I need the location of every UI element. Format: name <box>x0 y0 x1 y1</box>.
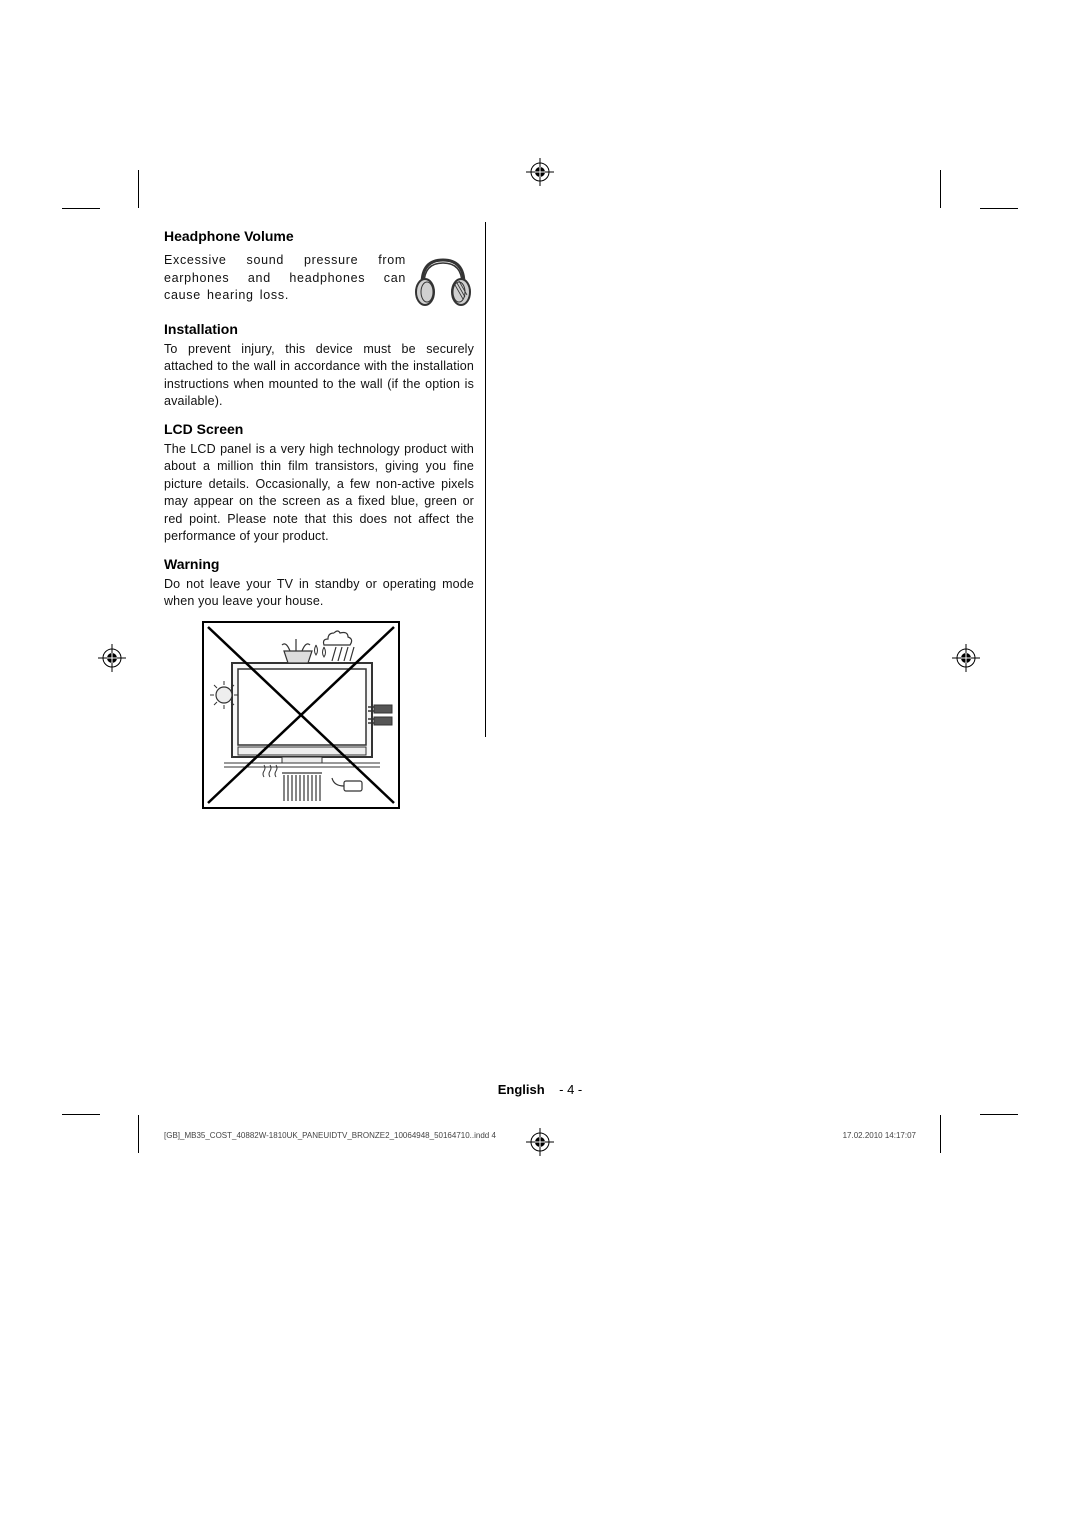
column-divider <box>485 222 486 737</box>
crop-mark <box>940 170 941 208</box>
registration-mark-icon <box>952 644 980 672</box>
crop-mark <box>980 1114 1018 1115</box>
headphone-block: Excessive sound pressure from earphones … <box>164 248 474 315</box>
body-warning: Do not leave your TV in standby or opera… <box>164 576 474 611</box>
crop-mark <box>62 208 100 209</box>
registration-mark-icon <box>526 1128 554 1156</box>
registration-mark-icon <box>526 158 554 186</box>
document-page: Headphone Volume Excessive sound pressur… <box>0 0 1080 1528</box>
footer-page-number: - 4 - <box>559 1082 582 1097</box>
heading-warning: Warning <box>164 556 474 572</box>
body-installation: To prevent injury, this device must be s… <box>164 341 474 411</box>
registration-mark-icon <box>98 644 126 672</box>
heading-lcd: LCD Screen <box>164 421 474 437</box>
heading-installation: Installation <box>164 321 474 337</box>
headphones-icon <box>412 250 474 312</box>
footer-page: English - 4 - <box>0 1082 1080 1097</box>
crop-mark <box>980 208 1018 209</box>
crop-mark <box>62 1114 100 1115</box>
crop-mark <box>138 170 139 208</box>
footer-timestamp: 17.02.2010 14:17:07 <box>843 1131 916 1140</box>
content-column: Headphone Volume Excessive sound pressur… <box>164 222 474 809</box>
body-headphone: Excessive sound pressure from earphones … <box>164 252 406 305</box>
hazard-diagram-icon <box>202 621 400 809</box>
headphone-text: Excessive sound pressure from earphones … <box>164 248 412 315</box>
heading-headphone: Headphone Volume <box>164 228 474 244</box>
crop-mark <box>138 1115 139 1153</box>
crop-mark <box>940 1115 941 1153</box>
footer-filename: [GB]_MB35_COST_40882W-1810UK_PANEUIDTV_B… <box>164 1131 496 1140</box>
body-lcd: The LCD panel is a very high technology … <box>164 441 474 546</box>
footer-language: English <box>498 1082 545 1097</box>
